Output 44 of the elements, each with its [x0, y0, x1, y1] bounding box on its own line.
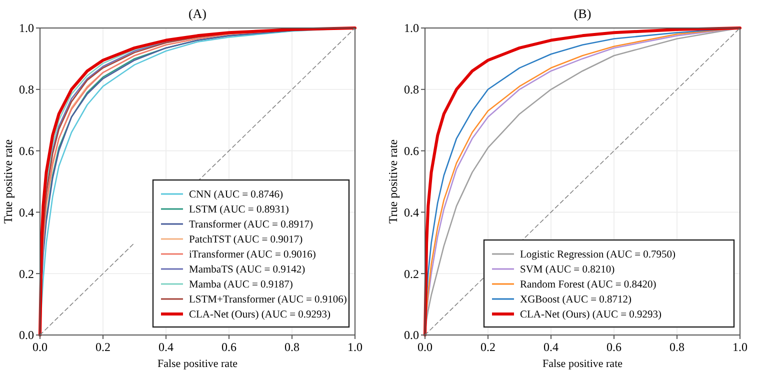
x-axis-title: False positive rate — [157, 358, 238, 370]
y-tick-label: 0.4 — [19, 205, 34, 220]
legend-label: PatchTST (AUC = 0.9017) — [189, 234, 304, 246]
legend-label: Mamba (AUC = 0.9187) — [189, 280, 294, 291]
y-tick-label: 0.8 — [19, 82, 34, 97]
y-axis-title: True positive rate — [386, 139, 400, 224]
x-axis-title: False positive rate — [542, 358, 623, 370]
legend-label: Transformer (AUC = 0.8917) — [189, 220, 314, 231]
y-tick-label: 0.0 — [404, 328, 419, 342]
legend-label: Logistic Regression (AUC = 0.7950) — [520, 250, 676, 261]
legend-label: MambaTS (AUC = 0.9142) — [189, 264, 306, 276]
x-tick-label: 0.8 — [670, 340, 684, 354]
chart-title: (A) — [188, 6, 207, 21]
y-tick-label: 0.6 — [404, 144, 419, 158]
legend-label: CLA-Net (Ours) (AUC = 0.9293) — [520, 310, 662, 321]
y-axis-title: True positive rate — [1, 139, 15, 224]
legend-label: XGBoost (AUC = 0.8712) — [520, 294, 632, 306]
y-tick-label: 0.0 — [19, 328, 34, 342]
x-tick-label: 0.0 — [32, 340, 48, 354]
x-tick-label: 1.0 — [348, 340, 362, 354]
legend-label: LSTM+Transformer (AUC = 0.9106) — [189, 294, 348, 306]
chart-title: (B) — [574, 6, 592, 21]
y-tick-label: 0.4 — [404, 205, 419, 220]
x-tick-label: 0.8 — [284, 340, 300, 354]
y-tick-label: 1.0 — [404, 21, 419, 36]
x-tick-label: 0.4 — [544, 340, 558, 354]
x-tick-label: 1.0 — [732, 340, 748, 354]
legend-label: Random Forest (AUC = 0.8420) — [520, 280, 657, 291]
y-tick-label: 0.6 — [19, 144, 34, 158]
legend-label: LSTM (AUC = 0.8931) — [189, 204, 290, 216]
y-tick-label: 0.2 — [404, 266, 419, 281]
x-tick-label: 0.6 — [222, 340, 236, 354]
x-tick-label: 0.2 — [96, 340, 110, 354]
y-tick-label: 1.0 — [19, 21, 34, 36]
legend-label: CLA-Net (Ours) (AUC = 0.9293) — [189, 310, 332, 321]
x-tick-label: 0.0 — [418, 340, 432, 354]
x-tick-label: 0.6 — [606, 340, 622, 354]
legend-label: CNN (AUC = 0.8746) — [189, 190, 284, 201]
legend-label: SVM (AUC = 0.8210) — [520, 264, 616, 276]
x-tick-label: 0.4 — [158, 340, 174, 354]
x-tick-label: 0.2 — [480, 340, 496, 354]
y-tick-label: 0.8 — [404, 82, 419, 97]
y-tick-label: 0.2 — [19, 266, 34, 281]
legend-label: iTransformer (AUC = 0.9016) — [189, 250, 316, 261]
